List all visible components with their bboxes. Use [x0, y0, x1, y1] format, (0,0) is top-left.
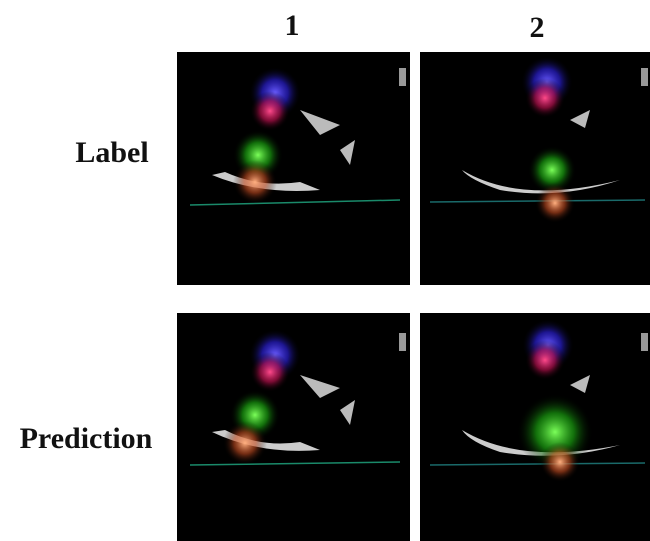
image-panel: [177, 313, 410, 541]
image-panel: [420, 313, 650, 541]
row-label: Prediction: [20, 422, 153, 455]
column-label: 2: [530, 11, 545, 44]
image-panel: [420, 52, 650, 285]
column-label: 1: [285, 9, 300, 42]
row-label: Label: [75, 136, 148, 169]
image-panel: [177, 52, 410, 285]
figure: 1 2 Label Prediction: [0, 0, 650, 541]
